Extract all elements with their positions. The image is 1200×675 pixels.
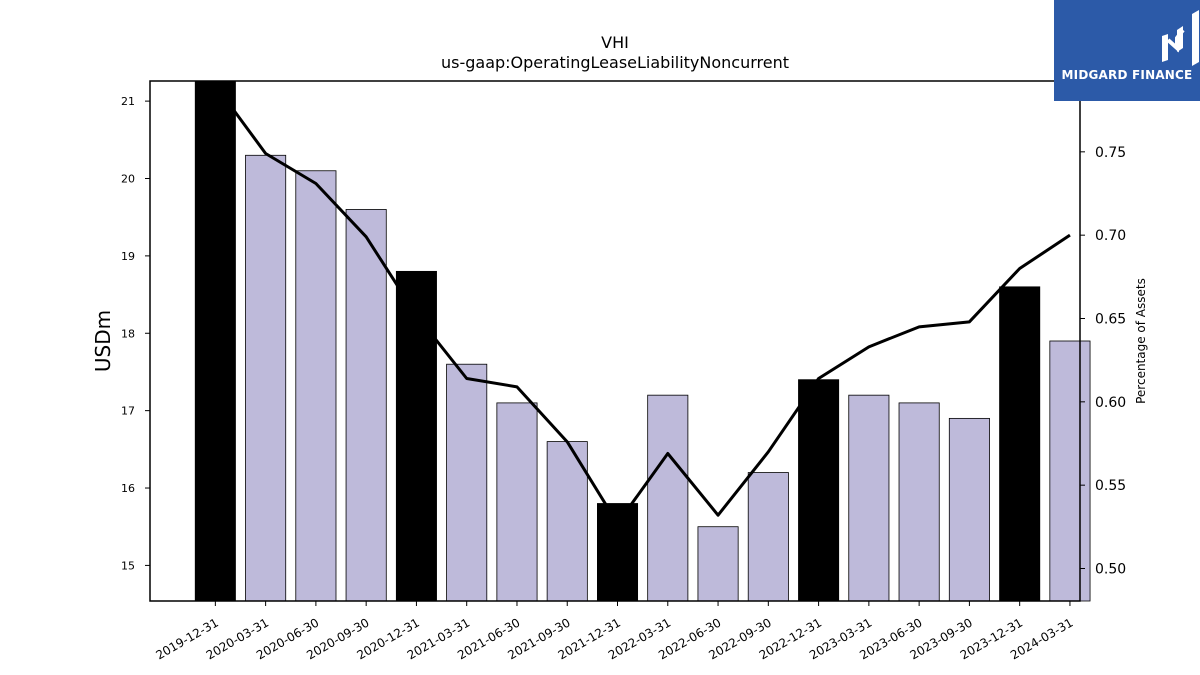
bar-2023-03-31 — [848, 394, 890, 602]
chart-title: VHI — [601, 33, 629, 52]
y2-tick-label: 0.50 — [1095, 562, 1126, 578]
bar-2022-06-30 — [697, 526, 739, 602]
y2-tick-label: 0.55 — [1095, 478, 1126, 494]
bar-2019-12-31 — [194, 80, 236, 602]
plot-frame — [149, 80, 1081, 602]
right-axis: 0.50 0.55 0.60 0.65 0.70 0.75 — [1080, 145, 1126, 578]
y2-tick-label: 0.70 — [1095, 228, 1126, 244]
bar-2023-06-30 — [898, 402, 940, 602]
bar-2020-09-30 — [345, 209, 387, 602]
y2-tick-label: 0.75 — [1095, 145, 1126, 161]
bar-2022-03-31 — [647, 394, 689, 602]
bar-2023-09-30 — [948, 417, 990, 602]
y-axis-label: USDm — [91, 310, 115, 372]
bar-2024-03-31 — [1049, 340, 1091, 602]
y-tick-label: 19 — [121, 250, 135, 263]
bar-2021-12-31 — [597, 503, 639, 602]
line-series — [214, 84, 1071, 525]
chart-subtitle: us-gaap:OperatingLeaseLiabilityNoncurren… — [441, 53, 789, 72]
bar-series — [194, 80, 1091, 602]
bar-2021-06-30 — [496, 402, 538, 602]
bar-2022-12-31 — [798, 379, 840, 602]
bar-2020-12-31 — [395, 270, 437, 602]
y-tick-label: 16 — [121, 482, 135, 495]
bar-2023-12-31 — [999, 286, 1041, 602]
x-axis: 2019-12-312020-03-312020-06-302020-09-30… — [153, 601, 1075, 662]
y-tick-label: 21 — [121, 95, 135, 108]
y-tick-label: 15 — [121, 559, 135, 572]
midgard-logo-icon — [1162, 10, 1199, 66]
bar-2020-03-31 — [245, 154, 287, 602]
bar-2020-06-30 — [295, 170, 337, 602]
y2-axis-label: Percentage of Assets — [1134, 278, 1148, 404]
logo-text: MIDGARD FINANCE — [1061, 68, 1193, 82]
y2-tick-label: 0.60 — [1095, 395, 1126, 411]
y-tick-label: 17 — [121, 405, 135, 418]
bar-2021-09-30 — [546, 441, 588, 602]
y-tick-label: 18 — [121, 327, 135, 340]
bar-2021-03-31 — [446, 363, 488, 602]
left-axis: 15 16 17 18 19 20 21 — [121, 95, 150, 572]
percentage-line — [214, 84, 1071, 525]
logo-badge: MIDGARD FINANCE — [1054, 0, 1200, 101]
y2-tick-label: 0.65 — [1095, 312, 1126, 328]
y-tick-label: 20 — [121, 173, 135, 186]
bar-2022-09-30 — [747, 472, 789, 602]
